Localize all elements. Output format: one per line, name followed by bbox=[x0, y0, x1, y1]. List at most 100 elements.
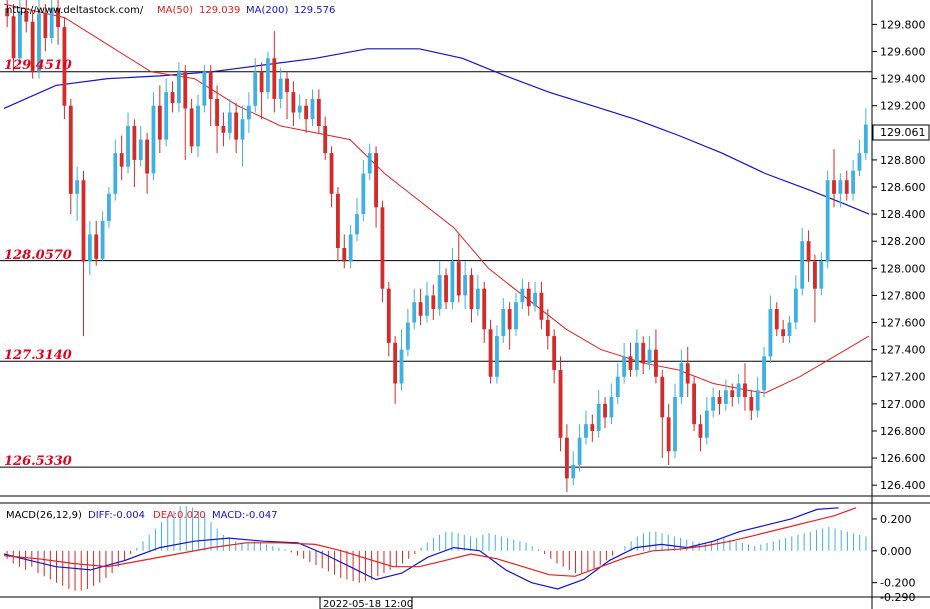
candle-body bbox=[825, 180, 830, 262]
y-tick-label: 129.200 bbox=[880, 100, 926, 113]
candle-body bbox=[145, 139, 150, 174]
candle-body bbox=[514, 302, 518, 330]
candle-body bbox=[590, 424, 595, 431]
candle-body bbox=[584, 424, 588, 438]
candle-body bbox=[342, 248, 347, 262]
candle-body bbox=[723, 390, 728, 404]
candle-body bbox=[329, 153, 334, 194]
y-tick-label: 126.400 bbox=[880, 479, 926, 492]
macd-diff-line bbox=[3, 507, 839, 590]
y-tick-label: 126.600 bbox=[880, 452, 926, 465]
candle-body bbox=[628, 356, 633, 370]
source-url[interactable]: http://www.deltastock.com/ bbox=[6, 5, 144, 16]
candle-body bbox=[743, 383, 747, 398]
candle-body bbox=[380, 207, 385, 289]
candle-body bbox=[437, 275, 442, 309]
candle-body bbox=[832, 180, 836, 194]
candle-body bbox=[240, 119, 245, 140]
candle-body bbox=[405, 322, 410, 350]
macd-tick-label: 0.000 bbox=[880, 545, 912, 558]
candle-body bbox=[641, 342, 646, 364]
candle-body bbox=[253, 71, 258, 106]
candle-body bbox=[5, 8, 10, 17]
y-tick-label: 128.600 bbox=[880, 181, 926, 194]
macd-dea-line bbox=[3, 507, 857, 577]
candle-body bbox=[787, 322, 792, 337]
candle-body bbox=[552, 336, 557, 370]
y-tick-label: 126.800 bbox=[880, 425, 926, 438]
candle-body bbox=[838, 180, 843, 194]
candle-body bbox=[564, 437, 569, 479]
y-tick-label: 128.200 bbox=[880, 235, 926, 248]
candle-body bbox=[431, 295, 436, 309]
candle-body bbox=[749, 397, 754, 411]
candle-body bbox=[348, 234, 353, 262]
time-label: 2022-05-18 12:00 bbox=[323, 599, 413, 609]
candle-body bbox=[43, 13, 48, 38]
macd-title: MACD(26,12,9) bbox=[6, 510, 82, 521]
candle-body bbox=[246, 105, 251, 120]
level-label-3: 127.3140 bbox=[4, 348, 72, 363]
candle-body bbox=[221, 126, 226, 133]
ma200-label: MA(200) bbox=[246, 5, 288, 16]
y-tick-label: 127.600 bbox=[880, 317, 926, 330]
candle-body bbox=[30, 21, 35, 72]
candle-body bbox=[374, 153, 378, 208]
candle-body bbox=[819, 261, 824, 289]
candle-body bbox=[520, 288, 525, 303]
candle-body bbox=[806, 241, 811, 262]
candle-body bbox=[196, 105, 200, 147]
candle-body bbox=[501, 308, 506, 337]
candle-body bbox=[717, 397, 722, 404]
y-tick-label: 128.400 bbox=[880, 208, 926, 221]
candlesticks bbox=[5, 0, 868, 492]
level-label-4: 126.5330 bbox=[4, 454, 72, 469]
candle-body bbox=[75, 180, 80, 194]
y-tick-label: 129.800 bbox=[880, 18, 926, 31]
candle-body bbox=[183, 71, 188, 109]
price-axis: 129.800 129.600 129.400 129.200 128.800 128.6… bbox=[872, 18, 926, 492]
candle-body bbox=[571, 464, 576, 479]
candle-body bbox=[762, 356, 766, 391]
y-tick-label: 127.000 bbox=[880, 398, 926, 411]
candle-body bbox=[126, 126, 130, 167]
candle-body bbox=[526, 288, 531, 307]
candle-body bbox=[711, 397, 716, 411]
candle-body bbox=[857, 153, 862, 171]
horizontal-levels bbox=[0, 71, 872, 468]
candle-body bbox=[177, 71, 181, 103]
candle-body bbox=[170, 92, 175, 103]
candle-body bbox=[62, 27, 67, 106]
candle-body bbox=[800, 241, 805, 289]
candle-body bbox=[692, 383, 696, 425]
macd-diff-value: DIFF:-0.004 bbox=[88, 510, 145, 521]
candle-body bbox=[463, 275, 468, 296]
candle-body bbox=[603, 403, 607, 418]
current-price-box bbox=[872, 124, 930, 141]
candle-body bbox=[94, 234, 99, 259]
y-tick-label: 127.400 bbox=[880, 344, 926, 357]
current-price-label: 129.061 bbox=[880, 126, 926, 139]
candle-body bbox=[793, 288, 798, 323]
candle-body bbox=[399, 349, 404, 384]
candle-body bbox=[488, 329, 493, 377]
candle-body bbox=[774, 308, 779, 330]
candle-body bbox=[545, 319, 550, 337]
ma50-value: 129.039 bbox=[199, 5, 240, 16]
macd-dea-value: DEA:0.020 bbox=[153, 510, 206, 521]
candle-body bbox=[107, 193, 111, 221]
candle-body bbox=[634, 342, 639, 370]
candle-body bbox=[456, 261, 461, 296]
candle-body bbox=[164, 92, 169, 140]
candle-body bbox=[323, 126, 328, 154]
y-tick-label: 129.600 bbox=[880, 45, 926, 58]
macd-tick-label: -0.200 bbox=[880, 577, 915, 590]
ma200-value: 129.576 bbox=[294, 5, 335, 16]
level-label-1: 129.4510 bbox=[4, 58, 72, 73]
candle-body bbox=[202, 71, 207, 106]
candle-body bbox=[386, 288, 391, 343]
candle-body bbox=[297, 105, 302, 113]
candle-body bbox=[647, 349, 652, 364]
